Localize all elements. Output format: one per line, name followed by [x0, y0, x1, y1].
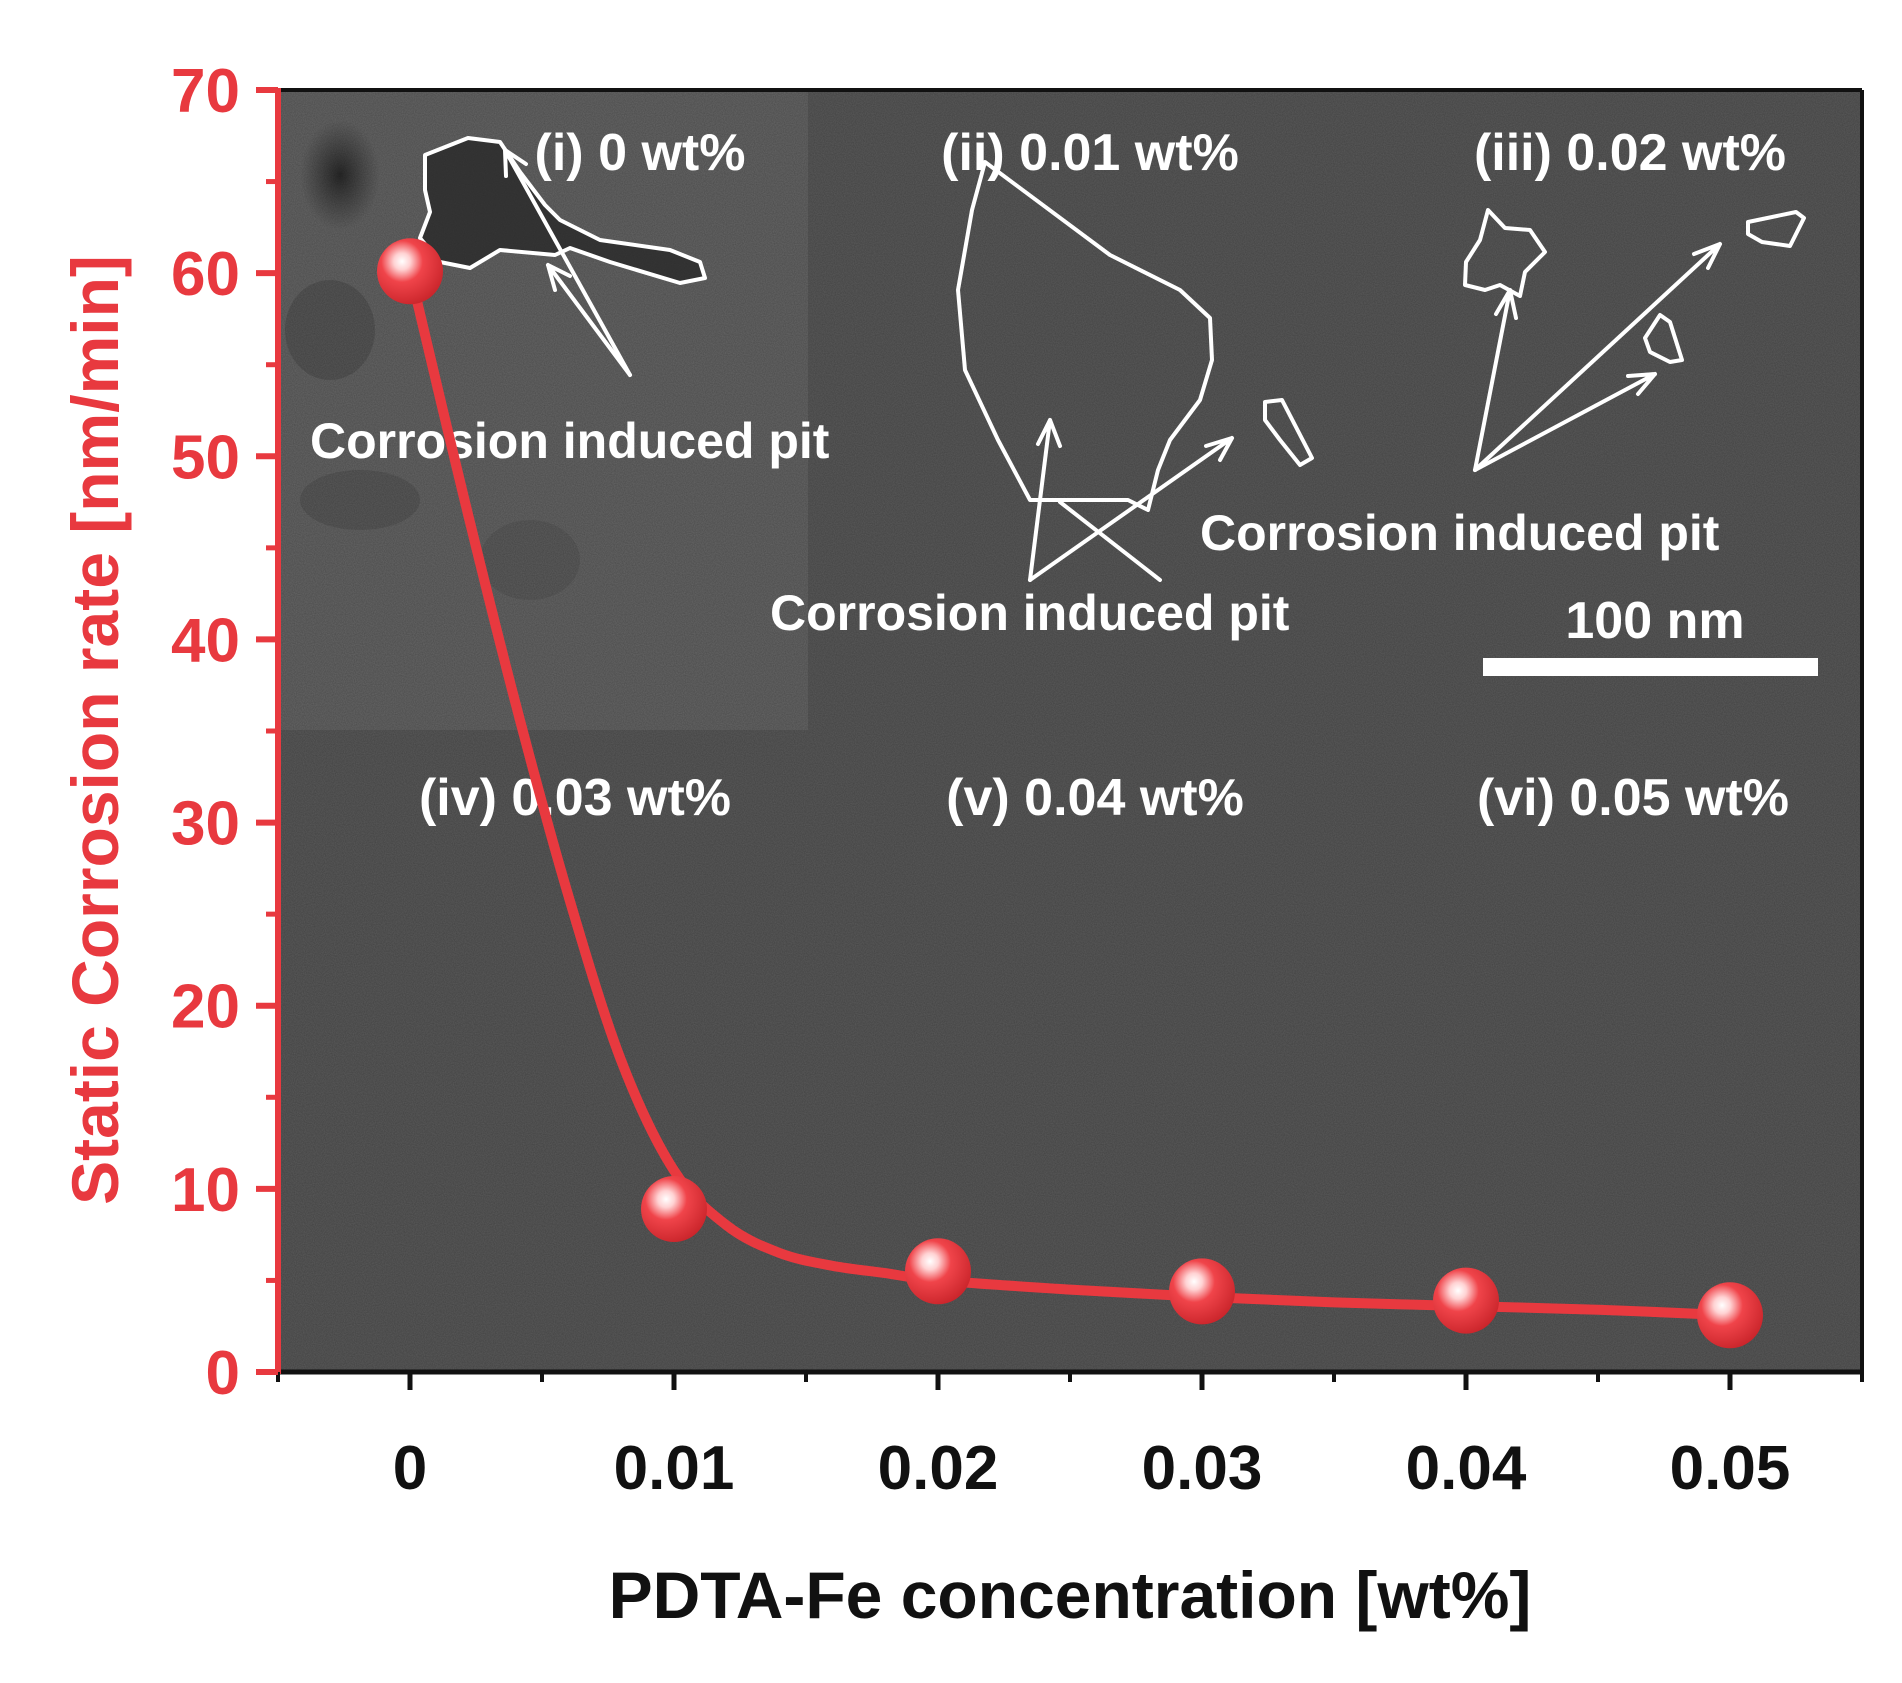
- arrow-iii-b: [1473, 372, 1657, 472]
- inset-label: (iii) 0.02 wt%: [1474, 124, 1786, 182]
- y-tick-label: 20: [171, 973, 240, 1042]
- arrow-ii-b: [1028, 436, 1234, 582]
- scale-bar: 100 nm: [1483, 592, 1818, 676]
- pit-outline-iii-b: [1643, 313, 1684, 364]
- scale-bar-line: [1483, 658, 1818, 676]
- data-point: [641, 1176, 707, 1243]
- arrow-ii-c: [1058, 500, 1162, 582]
- x-tick-label: 0.02: [878, 1434, 999, 1503]
- inset-label: (v) 0.04 wt%: [946, 769, 1244, 827]
- data-point: [1169, 1258, 1235, 1325]
- y-tick-label: 40: [171, 606, 240, 675]
- pit-annotations: Corrosion induced pit Corrosion induced …: [310, 413, 1720, 641]
- y-tick-label: 10: [171, 1156, 240, 1225]
- pit-outline-ii-small: [1263, 398, 1314, 467]
- arrow-iii-c: [1473, 242, 1722, 472]
- y-tick-label: 0: [206, 1339, 240, 1408]
- scale-bar-label: 100 nm: [1565, 592, 1744, 650]
- arrow-i-b: [546, 263, 632, 377]
- y-tick-label: 60: [171, 240, 240, 309]
- data-point: [377, 238, 443, 305]
- inset-label: (i) 0 wt%: [535, 124, 746, 182]
- x-tick-label: 0: [393, 1434, 427, 1503]
- pit-outline-iii-c: [1746, 210, 1806, 248]
- pit-outline-ii: [956, 160, 1214, 512]
- inset-label: (vi) 0.05 wt%: [1477, 769, 1789, 827]
- data-point: [905, 1238, 971, 1305]
- x-tick-label: 0.01: [614, 1434, 735, 1503]
- x-axis-ticks: 0 0.01 0.02 0.03 0.04 0.05: [276, 1372, 1864, 1503]
- arrow-iii-a: [1473, 288, 1518, 472]
- pit-annotation: Corrosion induced pit: [310, 413, 830, 469]
- pit-annotation: Corrosion induced pit: [1200, 505, 1720, 561]
- y-tick-label: 70: [171, 57, 240, 126]
- inset-labels: (i) 0 wt% (ii) 0.01 wt% (iii) 0.02 wt% (…: [419, 124, 1789, 827]
- data-point: [1697, 1282, 1763, 1349]
- plot-background: [278, 90, 1862, 1372]
- inset-label: (ii) 0.01 wt%: [941, 124, 1239, 182]
- arrow-i-a: [503, 148, 632, 377]
- sem-annotations: [418, 136, 1806, 582]
- y-tick-label: 50: [171, 423, 240, 492]
- data-points: [377, 238, 1763, 1349]
- x-tick-label: 0.04: [1406, 1434, 1527, 1503]
- x-tick-label: 0.03: [1142, 1434, 1263, 1503]
- y-axis-label: Static Corrosion rate [nm/min]: [58, 255, 132, 1205]
- arrow-ii-a: [1028, 418, 1062, 582]
- y-axis-ticks: 0 10 20 30 40 50 60 70: [171, 57, 278, 1408]
- inset-label: (iv) 0.03 wt%: [419, 769, 731, 827]
- fit-curve: [405, 266, 1735, 1321]
- x-tick-label: 0.05: [1670, 1434, 1791, 1503]
- y-tick-label: 30: [171, 790, 240, 859]
- x-axis-label: PDTA-Fe concentration [wt%]: [609, 1558, 1532, 1632]
- pit-annotation: Corrosion induced pit: [770, 585, 1290, 641]
- data-point: [1433, 1267, 1499, 1334]
